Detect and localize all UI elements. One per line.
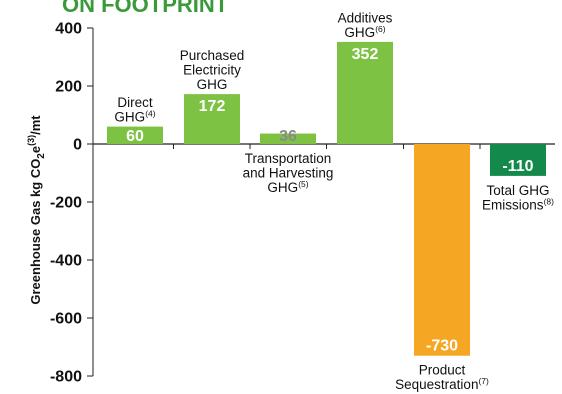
bar-value-label: -730 bbox=[426, 338, 458, 355]
bar-value-label: 60 bbox=[126, 128, 144, 145]
y-axis-label: Greenhouse Gas kg CO2e(3)/mt bbox=[26, 115, 47, 305]
bar bbox=[107, 126, 163, 144]
y-tick-label: 400 bbox=[55, 21, 82, 38]
category-label: Purchased Electricity GHG bbox=[180, 48, 245, 92]
chart-title: ON FOOTPRINT bbox=[62, 0, 229, 17]
bar bbox=[414, 144, 470, 356]
y-tick-label: -600 bbox=[50, 311, 82, 328]
bar-value-label: 172 bbox=[199, 98, 226, 115]
category-label: Additives GHG(6) bbox=[338, 10, 393, 39]
category-label: Total GHG Emissions(8) bbox=[482, 183, 554, 213]
y-tick-label: -200 bbox=[50, 195, 82, 212]
category-label: Direct GHG(4) bbox=[114, 95, 155, 125]
category-labels: Direct GHG(4) Purchased Electricity GHG Trans… bbox=[114, 10, 554, 392]
bar-value-label: -110 bbox=[502, 158, 533, 175]
bar bbox=[260, 133, 316, 144]
y-tick-label: -400 bbox=[50, 253, 82, 270]
category-label: Transportation and Harvesting GHG(5) bbox=[243, 151, 334, 195]
axes: 400 200 0 -200 -400 -600 -800 bbox=[50, 21, 555, 386]
y-tick-label: 200 bbox=[55, 79, 82, 96]
bars: 60 172 36 352 -730 -110 bbox=[107, 41, 546, 356]
bar-value-label: 352 bbox=[352, 46, 379, 63]
y-tick-label: 0 bbox=[73, 137, 82, 154]
bar-value-label: 36 bbox=[279, 128, 297, 145]
y-tick-label: -800 bbox=[50, 369, 82, 386]
category-label: Product Sequestration(7) bbox=[395, 363, 489, 393]
bar bbox=[184, 94, 240, 144]
bar bbox=[490, 144, 546, 176]
bar bbox=[337, 41, 393, 144]
